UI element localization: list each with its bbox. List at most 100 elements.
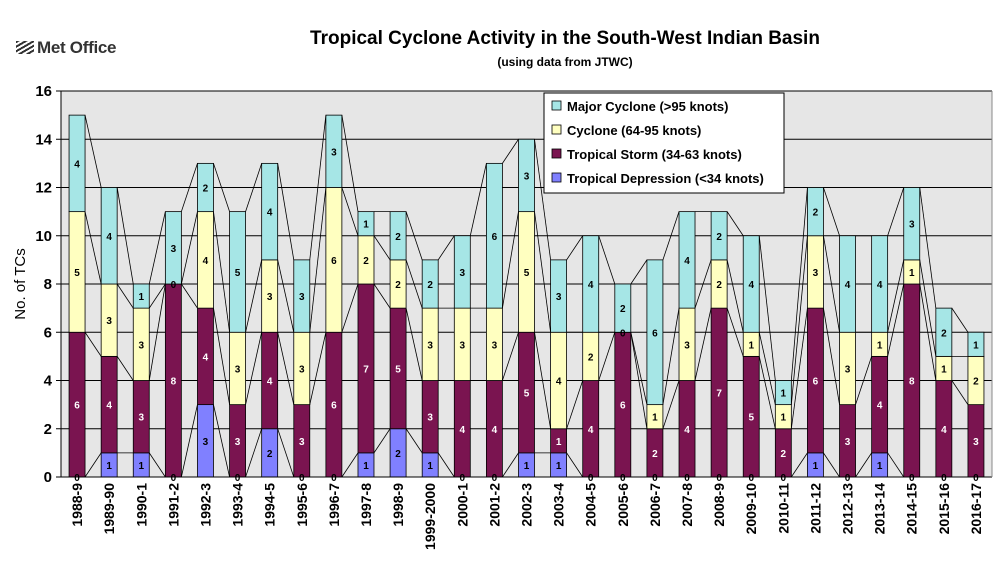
connector-1998-9-level2 [405,308,423,381]
bar-segment-2010-11-s3 [774,380,792,406]
connector-1989-90-level4 [116,187,134,285]
segment-label-2013-14-s1: 4 [877,401,883,412]
x-tick-label-2009-10: 2009-10 [743,483,759,535]
x-tick-label-1988-9: 1988-9 [69,483,85,527]
x-tick-label-1989-90: 1989-90 [101,483,117,535]
segment-label-2010-11-s0: 0 [781,473,787,484]
connector-2012-13-level2 [855,356,873,405]
legend-entry-s1: Tropical Storm (34-63 knots) [567,147,742,162]
connector-2005-6-level2 [630,332,648,429]
bar-segment-2009-10-s3 [742,235,760,333]
y-tick-label-12: 12 [35,180,52,197]
bar-segment-1998-9-s3 [389,211,407,261]
connector-2015-16-level2 [951,380,969,405]
legend-entry-s2: Cyclone (64-95 knots) [567,123,701,138]
segment-label-2007-8-s0: 0 [684,473,690,484]
segment-label-2003-4-s2: 4 [556,377,562,388]
segment-label-2004-5-s2: 2 [588,352,594,363]
y-tick-label-16: 16 [35,83,52,100]
bar-segment-2011-12-s3 [807,187,824,237]
legend: Major Cyclone (>95 knots) Cyclone (64-95 … [543,92,785,194]
bar-segment-1991-2-s3 [164,211,182,285]
segment-label-1988-9-s3: 4 [74,159,80,170]
connector-2010-11-level4 [790,187,808,381]
bar-segment-2007-8-s3 [678,211,696,309]
segment-label-2008-9-s0: 0 [716,473,722,484]
segment-label-2015-16-s2: 1 [941,364,947,375]
connector-1991-2-level2 [181,283,198,309]
x-tick-label-2007-8: 2007-8 [679,483,695,527]
segment-label-2005-6-s3: 2 [620,304,626,315]
segment-label-1990-1-s0: 1 [138,461,144,472]
segment-label-1994-5-s2: 3 [267,292,273,303]
y-tick-label-14: 14 [35,131,52,148]
y-tick-label-10: 10 [35,228,52,245]
legend-box [543,92,785,194]
segment-label-2011-12-s3: 2 [813,208,819,219]
segment-label-2015-16-s0: 0 [941,473,947,484]
connector-2004-5-level2 [598,332,616,381]
connector-2012-13-level1 [855,452,872,478]
bar-segment-2002-3-s3 [518,138,535,213]
segment-label-2003-4-s3: 3 [556,292,562,303]
segment-label-1989-90-s0: 1 [106,461,112,472]
connector-2003-4-level1 [566,452,584,478]
connector-2001-2-level3 [502,211,519,309]
segment-label-2011-12-s2: 3 [813,268,819,279]
connector-1988-9-level1 [84,452,102,478]
connector-1997-8-level3 [373,235,391,261]
bar-segment-2014-15-s3 [903,187,921,261]
segment-label-1997-8-s1: 7 [363,364,369,375]
y-tick-label-0: 0 [44,469,52,486]
connector-2014-15-level4 [919,187,937,309]
connector-1997-8-level2 [373,283,391,309]
segment-label-2001-2-s0: 0 [492,473,498,484]
segment-label-2014-15-s0: 0 [909,473,915,484]
y-tick-label-8: 8 [44,276,52,293]
connector-1994-5-level3 [277,259,295,333]
segment-label-2016-17-s3: 1 [973,340,979,351]
segment-label-2011-12-s1: 6 [813,377,819,388]
connector-2006-7-level3 [662,308,680,405]
connector-2007-8-level2 [694,308,712,381]
segment-label-2001-2-s1: 4 [492,425,498,436]
bars-group [68,114,985,478]
bar-segment-2006-7-s3 [646,259,664,406]
segment-label-2014-15-s3: 3 [909,220,915,231]
legend-entry-s3: Major Cyclone (>95 knots) [567,99,728,114]
segment-label-2012-13-s3: 4 [845,280,851,291]
segment-label-2000-1-s2: 3 [460,340,466,351]
connector-2009-10-level2 [758,356,776,429]
x-tick-label-1996-7: 1996-7 [326,483,342,527]
connector-2013-14-level1 [887,452,905,478]
segment-label-2010-11-s1: 2 [781,449,787,460]
connector-2010-11-level1 [790,452,808,478]
segment-label-1997-8-s0: 1 [363,461,369,472]
x-tick-label-1991-2: 1991-2 [165,483,181,527]
series-connectors [84,115,969,478]
segment-label-2008-9-s3: 2 [716,232,722,243]
segment-label-1995-6-s2: 3 [299,364,305,375]
segment-label-2013-14-s0: 1 [877,461,883,472]
connector-2008-9-level2 [726,307,744,357]
segment-label-2007-8-s1: 4 [684,425,690,436]
connector-2011-12-level2 [823,308,840,405]
segment-label-1989-90-s1: 4 [106,401,112,412]
legend-swatch-s3 [551,100,562,111]
x-tick-label-2015-16: 2015-16 [936,483,952,535]
connector-1994-5-level4 [277,163,295,260]
segment-label-2005-6-s1: 6 [620,401,626,412]
x-tick-label-1998-9: 1998-9 [390,483,406,527]
connector-1991-2-level3 [180,211,198,285]
connector-2009-10-level4 [758,235,776,381]
x-tick-label-2003-4: 2003-4 [551,483,567,527]
segment-label-2007-8-s3: 4 [684,256,690,267]
connector-2003-4-level4 [566,235,584,261]
segment-label-2015-16-s1: 4 [941,425,947,436]
segment-label-1988-9-s1: 6 [74,401,80,412]
connector-2001-2-level1 [502,452,519,478]
bar-segment-1999-2000-s3 [421,259,439,309]
segment-label-1995-6-s0: 0 [299,473,305,484]
connector-1991-2-level1 [180,404,198,478]
segment-label-1999-2000-s1: 3 [427,413,433,424]
